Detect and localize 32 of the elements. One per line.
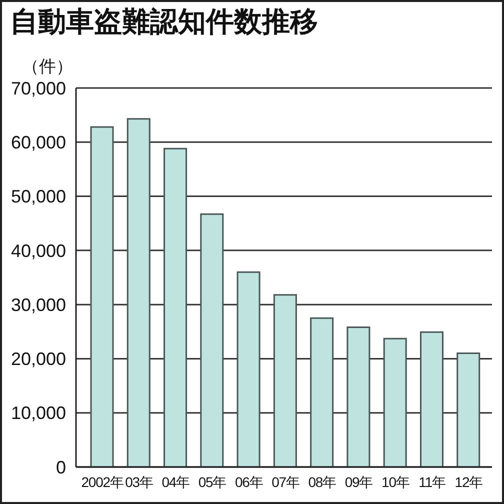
x-tick-label: 09年 xyxy=(344,474,374,490)
y-tick-label: 0 xyxy=(56,457,66,478)
y-tick-label: 20,000 xyxy=(10,349,66,370)
x-tick-label: 11年 xyxy=(418,474,446,490)
bar xyxy=(126,118,150,467)
y-tick-label: 40,000 xyxy=(10,240,66,261)
bar xyxy=(90,126,114,467)
x-tick-label: 12年 xyxy=(454,474,484,490)
bar xyxy=(456,352,480,467)
x-tick-label: 03年 xyxy=(125,474,154,490)
x-tick-label: 06年 xyxy=(234,474,264,490)
bar xyxy=(346,326,370,467)
x-tick-label: 10年 xyxy=(382,474,410,490)
bar xyxy=(383,338,407,467)
y-tick-label: 30,000 xyxy=(10,294,66,315)
y-tick-label: 70,000 xyxy=(10,78,66,98)
x-tick-label: 08年 xyxy=(308,474,337,490)
x-tick-label: 07年 xyxy=(272,474,300,490)
x-tick-label: 04年 xyxy=(162,474,190,490)
x-tick-label: 05年 xyxy=(198,474,227,490)
chart-title: 自動車盗難認知件数推移 xyxy=(10,5,318,39)
bar xyxy=(236,271,260,467)
bar xyxy=(310,317,334,467)
y-tick-label: 50,000 xyxy=(10,186,66,207)
y-tick-label: 10,000 xyxy=(10,403,66,424)
x-tick-label: 2002年 xyxy=(81,474,124,490)
bar xyxy=(273,294,297,467)
y-tick-label: 60,000 xyxy=(10,132,66,153)
bar xyxy=(164,148,188,467)
bar xyxy=(200,213,224,467)
bar xyxy=(420,331,444,467)
y-axis-title: （件） xyxy=(22,56,73,78)
